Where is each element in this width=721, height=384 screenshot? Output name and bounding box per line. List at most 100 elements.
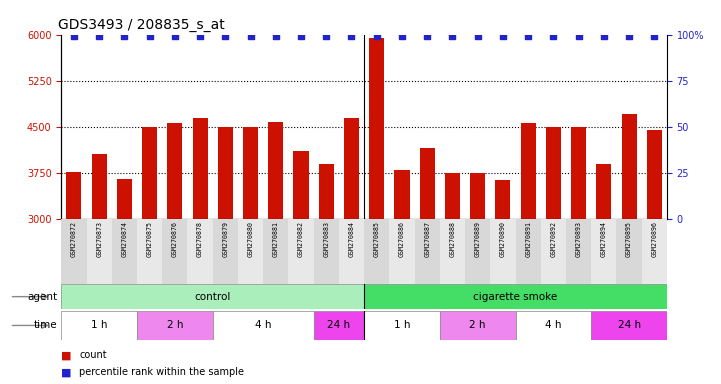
Point (397, 33, 408, 40)
Bar (571, 127, 586, 219)
Text: GDS3493 / 208835_s_at: GDS3493 / 208835_s_at (58, 18, 225, 32)
Point (245, 33, 257, 40)
Text: 1 h: 1 h (91, 320, 107, 331)
Bar (364, 311, 440, 340)
Bar (541, 219, 566, 284)
Point (371, 33, 383, 40)
Bar (117, 179, 132, 219)
Bar (243, 127, 258, 219)
Text: GSM270890: GSM270890 (500, 221, 506, 257)
Bar (162, 219, 187, 284)
Text: GSM270874: GSM270874 (121, 221, 128, 257)
Point (144, 33, 156, 40)
Text: agent: agent (27, 291, 58, 302)
Point (548, 33, 559, 40)
Text: GSM270887: GSM270887 (424, 221, 430, 257)
Text: GSM270884: GSM270884 (348, 221, 355, 257)
Bar (616, 219, 642, 284)
Bar (137, 219, 162, 284)
Bar (420, 148, 435, 219)
Text: percentile rank within the sample: percentile rank within the sample (79, 367, 244, 377)
Text: 24 h: 24 h (617, 320, 641, 331)
Text: ■: ■ (61, 350, 72, 360)
Text: GSM270882: GSM270882 (298, 221, 304, 257)
Text: GSM270885: GSM270885 (373, 221, 380, 257)
Bar (516, 311, 591, 340)
Bar (187, 219, 213, 284)
Bar (490, 219, 516, 284)
Point (649, 33, 660, 40)
Text: 24 h: 24 h (327, 320, 350, 331)
Bar (596, 164, 611, 219)
Text: GSM270895: GSM270895 (626, 221, 632, 257)
Point (118, 33, 131, 40)
Text: GSM270880: GSM270880 (247, 221, 254, 257)
Bar (591, 219, 616, 284)
Text: 4 h: 4 h (545, 320, 562, 331)
Text: 2 h: 2 h (167, 320, 183, 331)
Bar (566, 219, 591, 284)
Bar (642, 219, 667, 284)
Point (522, 33, 534, 40)
Bar (92, 154, 107, 219)
Bar (167, 123, 182, 219)
Bar (193, 118, 208, 219)
Bar (591, 311, 667, 340)
Bar (112, 219, 137, 284)
Bar (137, 311, 213, 340)
Text: GSM270891: GSM270891 (525, 221, 531, 257)
Bar (364, 284, 667, 309)
Bar (61, 311, 137, 340)
Bar (263, 219, 288, 284)
Bar (465, 219, 490, 284)
Text: time: time (34, 320, 58, 331)
Bar (61, 284, 364, 309)
Text: GSM270896: GSM270896 (651, 221, 658, 257)
Text: count: count (79, 350, 107, 360)
Bar (319, 164, 334, 219)
Text: GSM270879: GSM270879 (222, 221, 229, 257)
Text: GSM270873: GSM270873 (96, 221, 102, 257)
Text: GSM270892: GSM270892 (550, 221, 557, 257)
Bar (389, 219, 415, 284)
Text: 2 h: 2 h (469, 320, 486, 331)
Bar (445, 173, 460, 219)
Point (195, 33, 206, 40)
Text: GSM270893: GSM270893 (575, 221, 582, 257)
Point (169, 33, 181, 40)
Bar (314, 219, 339, 284)
Bar (647, 130, 662, 219)
Bar (238, 219, 263, 284)
Bar (268, 122, 283, 219)
Text: GSM270894: GSM270894 (601, 221, 607, 257)
Bar (66, 172, 81, 219)
Text: cigarette smoke: cigarette smoke (474, 291, 557, 302)
Bar (440, 311, 516, 340)
Text: GSM270872: GSM270872 (71, 221, 77, 257)
Bar (495, 180, 510, 219)
Bar (415, 219, 440, 284)
Bar (521, 123, 536, 219)
Point (296, 33, 307, 40)
Point (270, 33, 282, 40)
Text: control: control (195, 291, 231, 302)
Point (321, 33, 332, 40)
Text: GSM270881: GSM270881 (273, 221, 279, 257)
Text: GSM270876: GSM270876 (172, 221, 178, 257)
Text: GSM270889: GSM270889 (474, 221, 481, 257)
Text: GSM270883: GSM270883 (323, 221, 329, 257)
Bar (218, 127, 233, 219)
Bar (288, 219, 314, 284)
Bar (61, 219, 87, 284)
Point (598, 33, 610, 40)
Bar (364, 219, 389, 284)
Point (447, 33, 459, 40)
Bar (87, 219, 112, 284)
Text: GSM270878: GSM270878 (197, 221, 203, 257)
Bar (213, 219, 238, 284)
Point (421, 33, 433, 40)
Bar (622, 114, 637, 219)
Bar (470, 173, 485, 219)
Text: 1 h: 1 h (394, 320, 410, 331)
Point (94, 33, 105, 40)
